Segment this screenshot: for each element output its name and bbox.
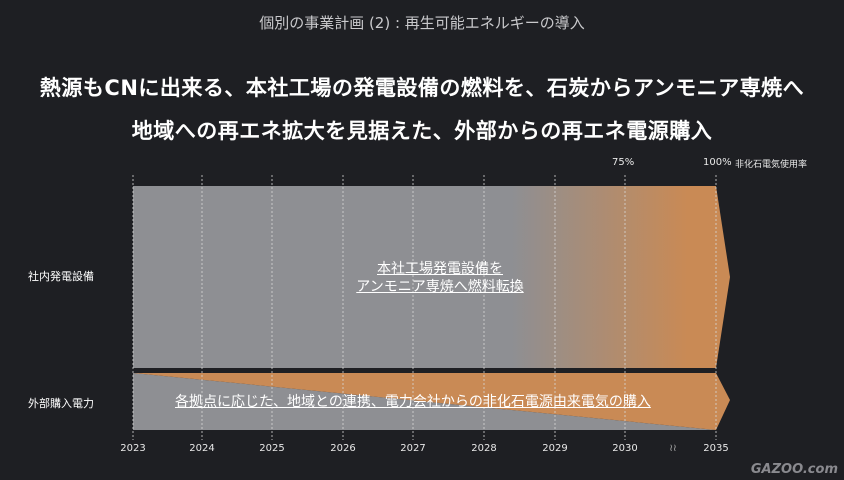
internal-band (133, 186, 730, 368)
row-label-external: 外部購入電力 (28, 397, 94, 410)
external-orange-band (133, 373, 730, 430)
internal-description: 本社工場発電設備を アンモニア専焼へ燃料転換 (330, 260, 550, 296)
year-2029: 2029 (542, 443, 568, 454)
year-2027: 2027 (400, 443, 426, 454)
year-2023: 2023 (120, 443, 146, 454)
headline-1: 熱源もCNに出来る、本社工場の発電設備の燃料を、石炭からアンモニア専焼へ (39, 76, 805, 100)
internal-line-2: アンモニア専焼へ燃料転換 (356, 279, 524, 295)
year-2035: 2035 (703, 443, 729, 454)
year-2026: 2026 (330, 443, 356, 454)
year-2028: 2028 (471, 443, 497, 454)
year-2024: 2024 (189, 443, 215, 454)
row-label-internal: 社内発電設備 (28, 270, 94, 283)
marker-100: 100% (703, 157, 732, 168)
marker-75: 75% (612, 157, 635, 168)
external-description: 各拠点に応じた、地域との連携、電力会社からの非化石電源由来電気の購入 (175, 394, 651, 410)
internal-line-1: 本社工場発電設備を (377, 261, 503, 277)
axis-break-icon: ≀≀ (669, 443, 677, 454)
headline-2: 地域への再エネ拡大を見据えた、外部からの再エネ電源購入 (131, 119, 713, 143)
year-2025: 2025 (259, 443, 285, 454)
slide-subtitle: 個別の事業計画 (2) : 再生可能エネルギーの導入 (259, 14, 585, 32)
gazoo-logo: GAZOO.com (750, 462, 838, 477)
year-2030: 2030 (612, 443, 638, 454)
marker-100-label: 非化石電気使用率 (735, 160, 808, 170)
